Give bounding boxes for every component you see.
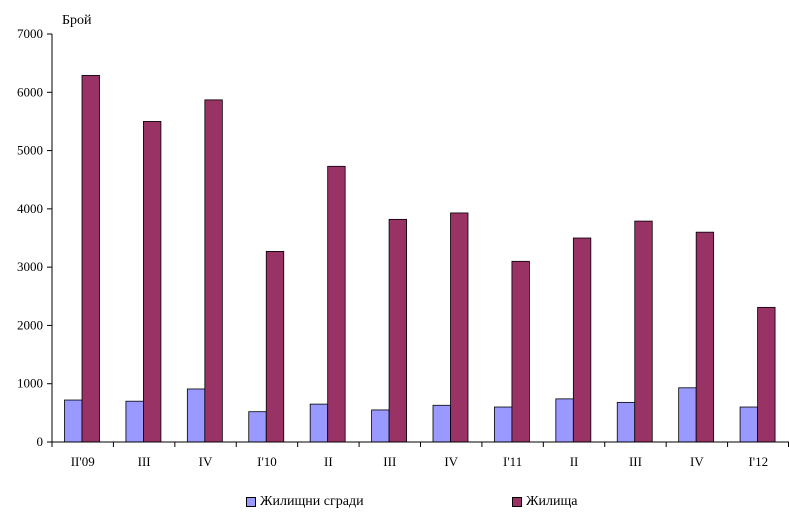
legend: Жилищни сгради Жилища xyxy=(0,494,789,514)
bar-dwellings xyxy=(143,121,162,443)
legend-swatch-buildings xyxy=(246,497,256,507)
bar-dwellings xyxy=(450,212,469,443)
bar-buildings xyxy=(248,411,267,443)
bar-dwellings xyxy=(572,237,592,443)
bar-dwellings xyxy=(511,260,530,443)
bar-dwellings xyxy=(757,306,776,443)
x-tick-label: IV xyxy=(690,454,704,469)
bar-dwellings xyxy=(204,99,223,443)
x-tick-label: I'10 xyxy=(257,454,277,469)
y-tick-label: 0 xyxy=(37,434,44,449)
bar-buildings xyxy=(739,406,758,443)
x-axis: II'09 III IV I'10 II III IV I'11 II III IV I'12 xyxy=(51,441,789,469)
y-tick-label: 4000 xyxy=(17,201,43,216)
bar-buildings xyxy=(494,406,513,443)
y-axis: 0 1000 2000 3000 4000 5000 6000 7000 xyxy=(17,26,53,449)
legend-swatch-dwellings xyxy=(512,497,522,507)
bar-dwellings xyxy=(81,74,100,443)
bar-chart: Брой 0 1000 2000 3000 4000 5000 6000 7000 II'09… xyxy=(17,13,789,469)
x-tick-label: I'11 xyxy=(503,454,522,469)
bar-buildings xyxy=(616,401,636,443)
x-tick-label: III xyxy=(629,454,642,469)
y-tick-label: 6000 xyxy=(17,84,43,99)
bar-dwellings xyxy=(695,231,715,443)
bar-dwellings xyxy=(327,165,346,443)
legend-item-buildings: Жилищни сгради xyxy=(246,494,364,510)
bar-dwellings xyxy=(634,220,653,443)
bar-dwellings xyxy=(388,218,407,443)
bar-buildings xyxy=(371,409,390,443)
bar-buildings xyxy=(186,388,206,443)
bar-buildings xyxy=(678,387,697,443)
x-tick-label: IV xyxy=(444,454,458,469)
bar-buildings xyxy=(309,403,329,443)
bar-buildings xyxy=(432,404,451,443)
y-axis-title: Брой xyxy=(62,13,92,28)
y-tick-label: 7000 xyxy=(17,26,43,41)
legend-item-dwellings: Жилища xyxy=(512,494,578,510)
x-tick-label: III xyxy=(138,454,151,469)
x-tick-label: III xyxy=(383,454,396,469)
plot-area xyxy=(64,74,776,443)
legend-label-buildings: Жилищни сгради xyxy=(260,494,364,509)
x-tick-label: II'09 xyxy=(71,454,95,469)
bar-buildings xyxy=(555,398,574,443)
x-tick-label: IV xyxy=(199,454,213,469)
bar-dwellings xyxy=(265,251,285,443)
y-tick-label: 5000 xyxy=(17,143,43,158)
legend-label-dwellings: Жилища xyxy=(526,494,578,509)
y-tick-label: 3000 xyxy=(17,259,43,274)
bar-buildings xyxy=(125,400,144,443)
x-tick-label: I'12 xyxy=(748,454,768,469)
y-tick-label: 2000 xyxy=(17,317,43,332)
y-tick-label: 1000 xyxy=(17,376,43,391)
x-tick-label: II xyxy=(324,454,333,469)
x-tick-label: II xyxy=(570,454,579,469)
bar-buildings xyxy=(64,399,83,443)
